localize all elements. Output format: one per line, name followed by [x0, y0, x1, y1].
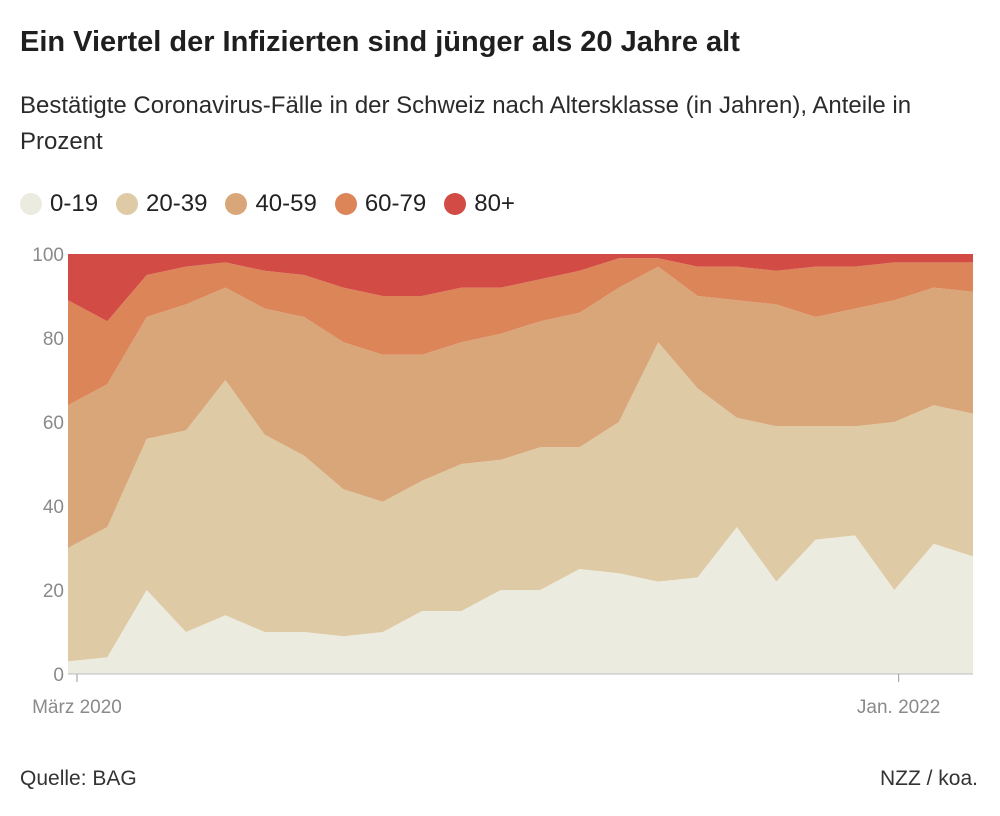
legend-label-0-19: 0-19	[50, 190, 99, 217]
x-tick-label-0: März 2020	[32, 697, 122, 718]
legend-item-20-39: 20-39	[116, 190, 207, 218]
legend: 0-19 20-39 40-59 60-79 80+	[20, 190, 515, 218]
legend-item-60-79: 60-79	[334, 190, 427, 218]
legend-label-60-79: 60-79	[364, 190, 427, 217]
legend-item-80-plus: 80+	[444, 190, 515, 218]
stacked-area-chart: 0 20 40 60 80 100 März 2020 Jan. 2022	[32, 245, 973, 718]
y-tick-label-0: 0	[53, 665, 64, 686]
area-series-80-plus	[68, 254, 973, 322]
source-note: Quelle: BAG	[20, 767, 137, 790]
legend-swatch-60-79	[334, 193, 357, 215]
y-tick-label-80: 80	[43, 329, 64, 350]
legend-swatch-40-59	[225, 193, 248, 215]
legend-swatch-0-19	[20, 193, 42, 215]
y-tick-label-40: 40	[43, 497, 64, 518]
legend-label-20-39: 20-39	[146, 190, 208, 217]
y-tick-label-100: 100	[32, 245, 64, 266]
y-tick-label-20: 20	[43, 581, 64, 602]
chart-title: Ein Viertel der Infizierten sind jünger …	[20, 26, 740, 58]
legend-item-40-59: 40-59	[225, 190, 317, 218]
area-series-40-59	[68, 266, 973, 548]
chart-subtitle: Bestätigte Coronavirus-Fälle in der Schw…	[20, 92, 912, 155]
y-tick-label-60: 60	[43, 413, 64, 434]
area-series-60-79	[68, 258, 973, 406]
legend-label-40-59: 40-59	[255, 190, 317, 217]
x-tick-label-1: Jan. 2022	[857, 697, 940, 718]
area-series-0-19	[68, 527, 973, 674]
credit-note: NZZ / koa.	[879, 767, 978, 790]
legend-swatch-80-plus	[444, 193, 467, 215]
legend-swatch-20-39	[116, 193, 139, 215]
legend-label-80-plus: 80+	[474, 190, 515, 217]
area-series-20-39	[68, 342, 973, 662]
legend-item-0-19: 0-19	[20, 190, 98, 218]
